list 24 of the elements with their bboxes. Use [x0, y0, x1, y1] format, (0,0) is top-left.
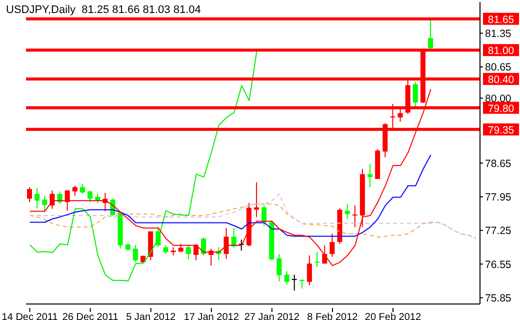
ref-line-label: 80.40: [488, 74, 514, 86]
x-tick-label: 20 Feb 2012: [364, 312, 422, 320]
x-tick-label: 27 Jan 2012: [244, 312, 300, 320]
ref-line-label: 79.80: [488, 102, 514, 115]
x-tick-label: 5 Jan 2012: [126, 312, 176, 320]
y-tick-label: 77.25: [485, 225, 512, 238]
x-tick-label: 14 Dec 2011: [2, 312, 58, 320]
line-series: [29, 50, 258, 282]
line-series: [29, 193, 477, 240]
x-tick-label: 8 Feb 2012: [307, 312, 358, 320]
chart-title: USDJPY,Daily 81.25 81.66 81.03 81.04: [6, 4, 201, 16]
y-tick-label: 81.35: [485, 28, 512, 40]
ref-line-label: 79.35: [488, 124, 514, 136]
x-tick-label: 17 Jan 2012: [184, 312, 240, 320]
y-tick-label: 77.95: [485, 191, 512, 204]
y-tick-label: 75.85: [485, 292, 512, 304]
y-tick-label: 80.65: [485, 62, 512, 74]
x-tick-label: 26 Dec 2011: [62, 312, 119, 320]
y-tick-label: 76.55: [485, 258, 512, 271]
y-tick-label: 78.65: [485, 158, 512, 170]
ref-line-label: 81.00: [488, 45, 514, 58]
line-series: [29, 154, 432, 237]
y-tick-label: 80.00: [485, 92, 512, 105]
ref-line-label: 81.65: [488, 14, 514, 26]
